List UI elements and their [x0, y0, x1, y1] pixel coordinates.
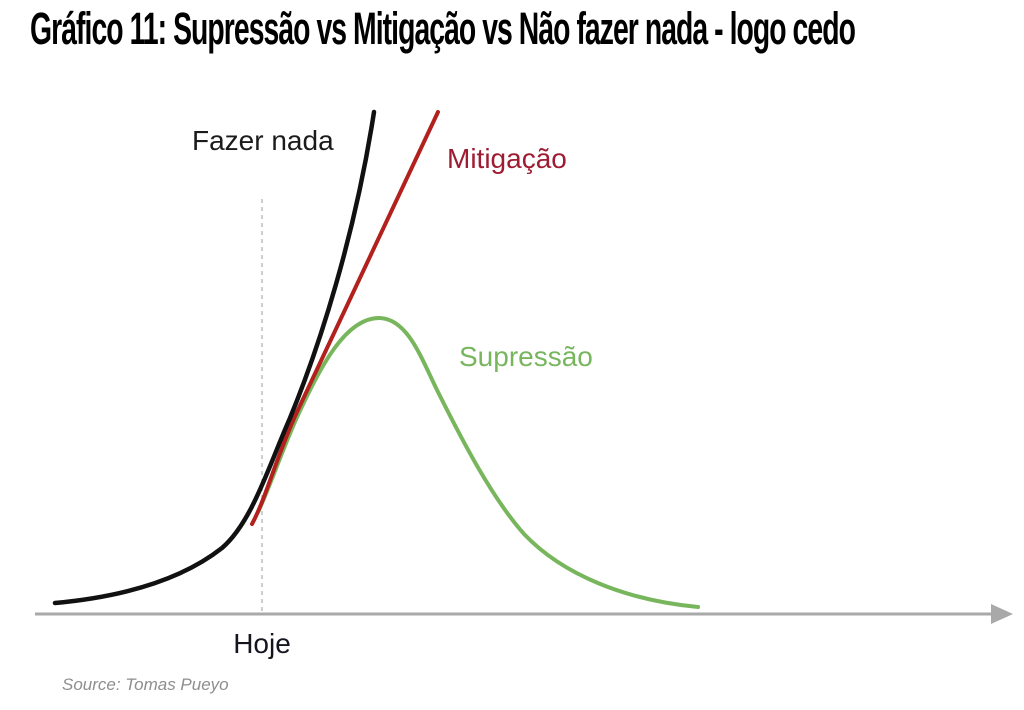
source-attribution: Source: Tomas Pueyo	[62, 675, 229, 694]
curve-fazer-nada	[52, 109, 377, 606]
label-mitigacao: Mitigação	[447, 143, 567, 174]
label-fazer-nada: Fazer nada	[192, 125, 334, 156]
chart-title: Gráfico 11: Supressão vs Mitigação vs Nã…	[30, 3, 856, 54]
curve-supressao	[256, 315, 700, 609]
label-hoje: Hoje	[233, 628, 291, 659]
curve-mitigacao	[250, 110, 440, 526]
x-axis-arrow-icon	[991, 604, 1013, 624]
label-supressao: Supressão	[459, 341, 593, 372]
